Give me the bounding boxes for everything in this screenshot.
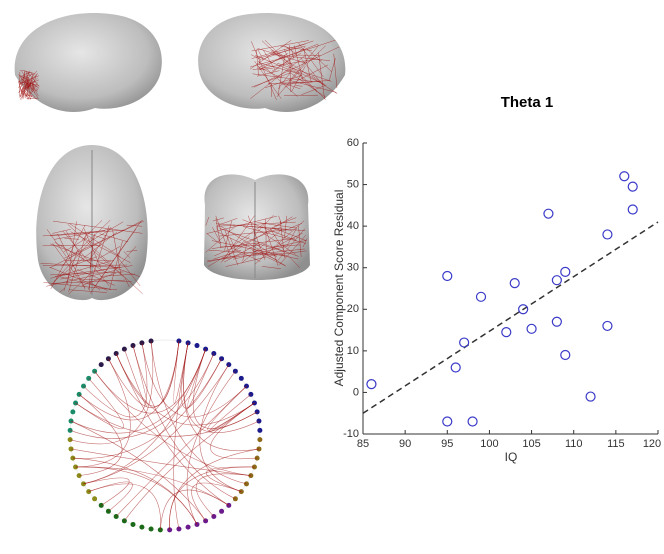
connection xyxy=(116,354,254,426)
node xyxy=(219,509,224,514)
connection xyxy=(187,371,235,524)
node xyxy=(130,522,135,527)
x-axis-label: IQ xyxy=(505,450,518,464)
x-tick-label: 90 xyxy=(399,438,411,450)
point xyxy=(502,328,511,337)
point xyxy=(586,392,595,401)
node xyxy=(92,496,97,501)
connection xyxy=(70,354,214,439)
x-tick-label: 110 xyxy=(565,438,583,450)
node xyxy=(239,376,244,381)
x-tick-label: 120 xyxy=(643,438,661,450)
y-tick-label: 0 xyxy=(353,386,359,398)
connection xyxy=(73,458,197,524)
x-tick-label: 85 xyxy=(357,438,369,450)
node xyxy=(139,525,144,530)
connection xyxy=(95,349,206,413)
connection xyxy=(169,467,254,530)
y-tick-label: 20 xyxy=(347,303,359,315)
node xyxy=(195,343,200,348)
x-tick-label: 115 xyxy=(607,438,625,450)
node xyxy=(257,437,262,442)
y-axis-label: Adjusted Component Score Residual xyxy=(332,190,346,387)
point xyxy=(603,321,612,330)
connection xyxy=(71,449,251,476)
connection xyxy=(151,341,246,484)
point xyxy=(544,209,553,218)
x-tick-label: 95 xyxy=(441,438,453,450)
chart-title: Theta 1 xyxy=(501,94,554,111)
y-tick-label: 30 xyxy=(347,262,359,274)
connectogram-nodes xyxy=(68,339,263,533)
y-tick-label: 10 xyxy=(347,345,359,357)
point xyxy=(552,317,561,326)
point xyxy=(477,292,486,301)
point xyxy=(460,338,469,347)
y-tick-label: 40 xyxy=(347,220,359,232)
x-tick-label: 100 xyxy=(480,438,498,450)
node xyxy=(149,526,154,531)
point xyxy=(451,363,460,372)
node xyxy=(257,428,262,433)
point xyxy=(603,230,612,239)
y-tick-label: 60 xyxy=(347,137,359,149)
point xyxy=(443,417,452,426)
point xyxy=(443,272,452,281)
point xyxy=(367,380,376,389)
y-tick-label: 50 xyxy=(347,178,359,190)
brain-left-lateral xyxy=(15,13,162,112)
point xyxy=(561,351,570,360)
connection xyxy=(174,341,188,403)
point xyxy=(527,324,536,333)
point xyxy=(468,417,477,426)
point xyxy=(628,182,637,191)
connectogram xyxy=(68,339,263,533)
x-tick-label: 105 xyxy=(522,438,540,450)
node xyxy=(68,428,73,433)
node xyxy=(70,409,75,414)
point xyxy=(628,205,637,214)
node xyxy=(130,343,135,348)
point xyxy=(561,267,570,276)
node xyxy=(99,362,104,367)
node xyxy=(68,437,73,442)
point xyxy=(510,279,519,288)
fit-line xyxy=(363,222,658,413)
node xyxy=(186,525,191,530)
point xyxy=(552,276,561,285)
point xyxy=(620,172,629,181)
